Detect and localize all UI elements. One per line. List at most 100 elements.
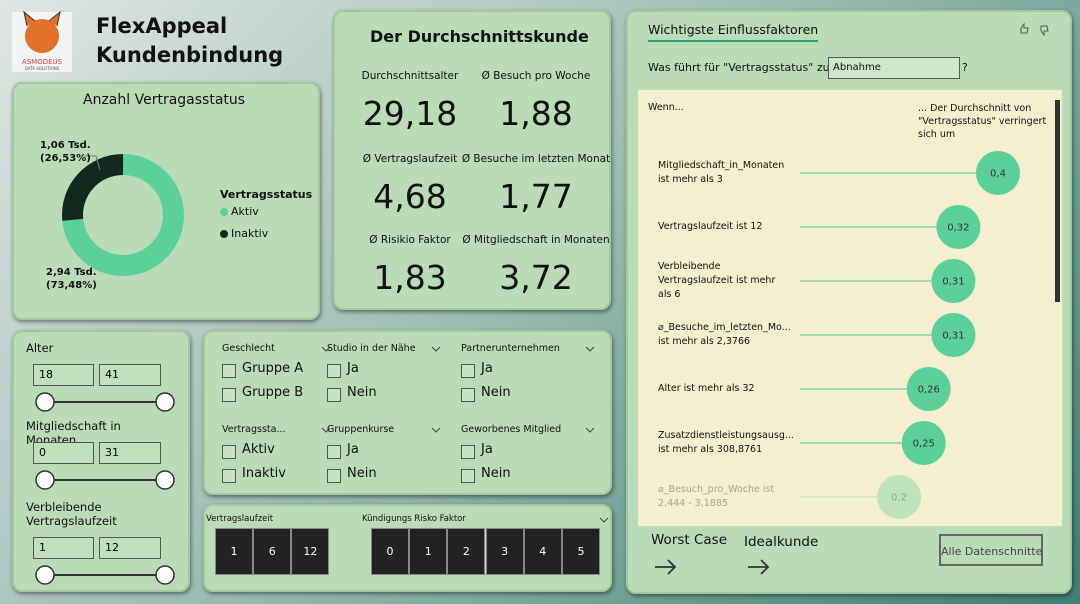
button[interactable]: Idealkunde — [744, 534, 819, 550]
tile[interactable]: 6 — [254, 529, 291, 574]
slicer-title: Gruppenkurse — [327, 424, 395, 435]
factor-label: Verbleibende Vertragslaufzeit ist mehr a… — [658, 261, 776, 300]
checkbox-card — [203, 330, 612, 495]
scrollbar[interactable] — [1055, 100, 1060, 302]
kpi-value: 4,68 — [373, 177, 447, 216]
title: FlexAppeal — [96, 14, 228, 38]
leader — [84, 155, 101, 171]
slider-knob[interactable] — [155, 565, 175, 585]
column-header: Wenn... — [648, 102, 684, 113]
slicer-title: Alter — [26, 341, 54, 355]
checkbox[interactable] — [222, 469, 236, 483]
kpi-title: Der Durchschnittskunde — [370, 27, 589, 46]
checkbox-label[interactable]: Nein — [347, 385, 377, 400]
checkbox-label[interactable]: Gruppe B — [242, 385, 304, 400]
slider-knob[interactable] — [155, 470, 175, 490]
range-input[interactable]: 0 — [33, 442, 94, 464]
checkbox-label[interactable]: Ja — [481, 361, 493, 376]
bubble-label: 0,31 — [942, 331, 964, 342]
tile[interactable]: 12 — [292, 529, 329, 574]
donut-segment — [61, 154, 124, 221]
bubble — [877, 475, 921, 519]
arrow-icon — [655, 559, 677, 575]
checkbox-label[interactable]: Ja — [347, 361, 359, 376]
range-input[interactable]: 31 — [99, 442, 161, 464]
checkbox-label[interactable]: Nein — [481, 466, 511, 481]
kpi-label: Ø Vertragslaufzeit — [362, 153, 458, 165]
checkbox[interactable] — [461, 388, 475, 402]
checkbox[interactable] — [327, 388, 341, 402]
factor-label: ⌀_Besuche_im_letzten_Mo... ist mehr als … — [658, 322, 791, 347]
checkbox[interactable] — [327, 445, 341, 459]
slicer-title: Vertragslaufzeit — [206, 514, 274, 524]
kpi-value: 1,83 — [373, 258, 447, 297]
tile[interactable]: 5 — [563, 529, 599, 574]
tile[interactable]: 1 — [410, 529, 447, 574]
checkbox[interactable] — [461, 445, 475, 459]
slider-knob[interactable] — [155, 392, 175, 412]
slider-knob[interactable] — [35, 392, 55, 412]
chevron — [585, 346, 595, 352]
checkbox[interactable] — [222, 445, 236, 459]
influencer-title: Wichtigste Einflussfaktoren — [648, 22, 819, 42]
data-label: 1,06 Tsd. — [40, 140, 91, 151]
checkbox[interactable] — [327, 469, 341, 483]
checkbox-label[interactable]: Nein — [481, 385, 511, 400]
tile[interactable]: 2 — [448, 529, 485, 574]
checkbox-label[interactable]: Gruppe A — [242, 361, 304, 376]
slicer-title: Geschlecht — [222, 343, 275, 354]
slicer-title: Vertragssta... — [222, 424, 286, 435]
tile[interactable]: 3 — [486, 529, 523, 574]
help[interactable]: ? — [962, 61, 968, 74]
checkbox-label[interactable]: Aktiv — [242, 442, 275, 457]
checkbox-label[interactable]: Nein — [347, 466, 377, 481]
checkbox-label[interactable]: Ja — [481, 442, 493, 457]
kpi-card — [333, 10, 611, 310]
range-input[interactable]: 18 — [33, 364, 94, 386]
checkbox[interactable] — [461, 364, 475, 378]
range-input[interactable]: 12 — [99, 537, 161, 559]
checkbox[interactable] — [222, 388, 236, 402]
tile[interactable]: 4 — [524, 529, 561, 574]
button[interactable]: Worst Case — [651, 532, 728, 548]
checkbox-label[interactable]: Inaktiv — [242, 466, 286, 481]
tile[interactable]: 1 — [216, 529, 252, 574]
factor-label: Alter ist mehr als 32 — [658, 383, 755, 394]
checkbox[interactable] — [327, 364, 341, 378]
thumb-icons — [1020, 22, 1049, 37]
donut-title: Anzahl Vertragasstatus — [83, 92, 246, 108]
legend-dot — [220, 230, 228, 238]
button[interactable]: Alle Datenschnitte — [939, 534, 1043, 566]
kpi-value: 3,72 — [499, 258, 573, 297]
bubble — [936, 205, 981, 249]
range-input[interactable]: 1 — [33, 537, 94, 559]
chevron — [431, 427, 441, 433]
checkbox-label[interactable]: Ja — [347, 442, 359, 457]
kpi-value: 1,88 — [499, 94, 573, 133]
tile[interactable]: 0 — [372, 529, 408, 574]
title: Kundenbindung — [96, 43, 284, 67]
factor-label: Mitgliedschaft_in_Monaten ist mehr als 3 — [658, 160, 785, 185]
bubble-label: 0,4 — [990, 169, 1006, 180]
slider-knob[interactable] — [35, 565, 55, 585]
bubble — [906, 367, 951, 411]
checkbox[interactable] — [461, 469, 475, 483]
logo-text: ASMODEUS — [22, 58, 63, 66]
legend-dot — [220, 208, 228, 216]
bubble-label: 0,26 — [918, 385, 940, 396]
slider-knob[interactable] — [35, 470, 55, 490]
legend-entry: Inaktiv — [231, 227, 269, 240]
bubble — [931, 259, 976, 303]
kpi-value: 1,77 — [499, 177, 573, 216]
dropdown[interactable]: Abnahme — [828, 57, 960, 79]
range-input[interactable]: 41 — [99, 364, 161, 386]
chevron — [321, 346, 331, 352]
checkbox[interactable] — [222, 364, 236, 378]
legend-title: Vertragsstatus — [220, 188, 313, 201]
column-header: ... Der Durchschnitt von "Vertragsstatus… — [918, 103, 1047, 140]
data-label: 2,94 Tsd. — [46, 267, 97, 278]
factor-label: Vertragslaufzeit ist 12 — [658, 221, 763, 232]
factor-label: Zusatzdienstleistungsausg... ist mehr al… — [658, 430, 794, 455]
